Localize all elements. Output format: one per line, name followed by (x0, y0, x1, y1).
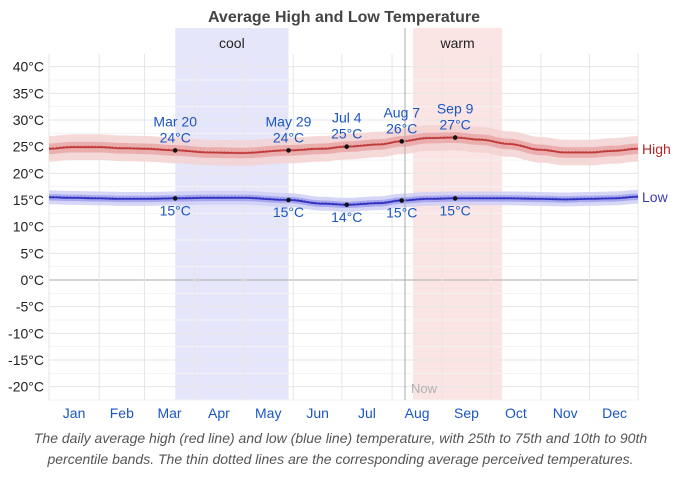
season-band-warm (413, 28, 503, 400)
annotation-low-2: 14°C (331, 209, 362, 225)
annotation-date-1: May 29 (266, 113, 312, 129)
y-tick-label-3: 25°C (13, 139, 44, 155)
series-lines (48, 136, 639, 206)
annotation-dot-low-1 (286, 197, 291, 203)
annotation-low-3: 15°C (386, 205, 417, 221)
x-tick-label-sep: Sep (454, 405, 479, 421)
annotation-dot-low-0 (172, 196, 178, 201)
season-label-cool: cool (219, 35, 245, 51)
x-tick-label-may: May (255, 405, 281, 421)
y-tick-label-8: 0°C (21, 272, 45, 288)
x-tick-label-nov: Nov (553, 405, 578, 421)
gridlines (48, 54, 639, 401)
x-tick-label-aug: Aug (405, 405, 430, 421)
annotation-date-4: Sep 9 (437, 101, 474, 117)
y-tick-label-6: 10°C (13, 219, 44, 235)
annotation-dot-low-3 (399, 198, 405, 203)
series-label-high: High (642, 141, 671, 157)
series-labels: High Low (642, 141, 671, 205)
now-marker: Now (404, 28, 438, 400)
x-tick-label-mar: Mar (157, 405, 181, 421)
annotation-low-4: 15°C (440, 202, 471, 218)
annotation-low-1: 15°C (273, 204, 304, 220)
series-line-low (48, 195, 639, 206)
y-tick-label-1: 35°C (13, 85, 44, 101)
y-tick-label-12: -20°C (8, 379, 44, 395)
annotation-low-0: 15°C (160, 202, 191, 218)
x-tick-label-jun: Jun (306, 405, 329, 421)
perceived-line-low (48, 195, 639, 205)
y-tick-label-10: -10°C (8, 325, 44, 341)
y-axis-ticks: 40°C 35°C 30°C 25°C 20°C 15°C 10°C 5°C 0°C -5°C -1… (8, 59, 44, 395)
chart-caption: The daily average high (red line) and lo… (33, 430, 648, 467)
y-tick-label-9: -5°C (16, 299, 44, 315)
y-tick-label-7: 5°C (21, 245, 45, 261)
x-tick-label-jul: Jul (358, 405, 376, 421)
series-line-high (48, 136, 639, 154)
perceived-line-high (48, 136, 639, 153)
x-tick-label-apr: Apr (208, 405, 230, 421)
y-tick-label-4: 20°C (13, 165, 44, 181)
y-tick-label-2: 30°C (13, 112, 44, 128)
season-label-warm: warm (439, 35, 474, 51)
annotation-dot-low-2 (344, 202, 350, 208)
y-tick-label-5: 15°C (13, 192, 44, 208)
y-tick-label-0: 40°C (13, 59, 44, 75)
annotation-dot-high-1 (286, 148, 291, 153)
season-band-cool (175, 28, 289, 400)
annotation-dot-high-2 (344, 144, 350, 149)
annotation-date-2: Jul 4 (332, 110, 362, 126)
annotation-high-0: 24°C (160, 129, 191, 145)
annotation-high-1: 24°C (273, 129, 304, 145)
series-label-low: Low (642, 189, 669, 205)
x-tick-label-oct: Oct (505, 405, 527, 421)
now-label: Now (411, 381, 438, 396)
annotation-date-0: Mar 20 (153, 113, 197, 129)
y-tick-label-11: -15°C (8, 352, 44, 368)
season-bands: cool warm (175, 28, 503, 400)
x-tick-label-jan: Jan (63, 405, 86, 421)
annotation-dot-low-4 (452, 196, 458, 201)
x-tick-label-dec: Dec (602, 405, 627, 421)
x-axis-ticks: Jan Feb Mar Apr May Jun Jul Aug Sep Oct Nov Dec (63, 405, 627, 421)
annotation-high-2: 25°C (331, 126, 362, 142)
annotation-dot-high-3 (399, 139, 405, 144)
annotation-high-4: 27°C (440, 117, 471, 133)
annotation-high-3: 26°C (386, 120, 417, 136)
annotation-dot-high-0 (172, 148, 178, 153)
x-tick-label-feb: Feb (110, 405, 134, 421)
chart-svg: Average High and Low Temperature cool war… (8, 9, 671, 421)
annotation-dot-high-4 (452, 135, 458, 140)
chart-title: Average High and Low Temperature (208, 9, 480, 26)
annotation-date-3: Aug 7 (383, 104, 420, 120)
